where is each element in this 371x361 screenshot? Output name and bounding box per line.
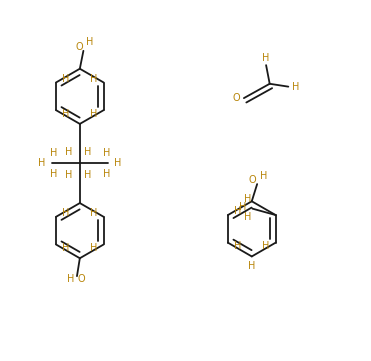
Text: H: H [244,193,251,204]
Text: O: O [78,274,85,284]
Text: O: O [75,42,83,52]
Text: H: H [234,241,242,251]
Text: H: H [103,148,110,158]
Text: H: H [234,206,242,217]
Text: H: H [62,109,70,119]
Text: H: H [239,202,246,212]
Text: H: H [38,158,46,169]
Text: H: H [84,170,91,180]
Text: H: H [292,82,299,92]
Text: H: H [90,243,97,253]
Text: H: H [62,208,70,218]
Text: H: H [50,148,57,158]
Text: O: O [249,175,256,185]
Text: H: H [90,74,97,84]
Text: H: H [244,212,251,222]
Text: H: H [90,109,97,119]
Text: H: H [260,171,267,181]
Text: O: O [233,93,240,103]
Text: H: H [65,170,73,180]
Text: H: H [262,53,270,63]
Text: H: H [86,37,93,47]
Text: H: H [62,74,70,84]
Text: H: H [248,261,256,271]
Text: H: H [262,241,269,251]
Text: H: H [65,147,73,157]
Text: H: H [103,169,110,179]
Text: H: H [50,169,57,179]
Text: H: H [90,208,97,218]
Text: H: H [62,243,70,253]
Text: H: H [114,158,121,169]
Text: H: H [84,147,91,157]
Text: H: H [67,274,74,284]
